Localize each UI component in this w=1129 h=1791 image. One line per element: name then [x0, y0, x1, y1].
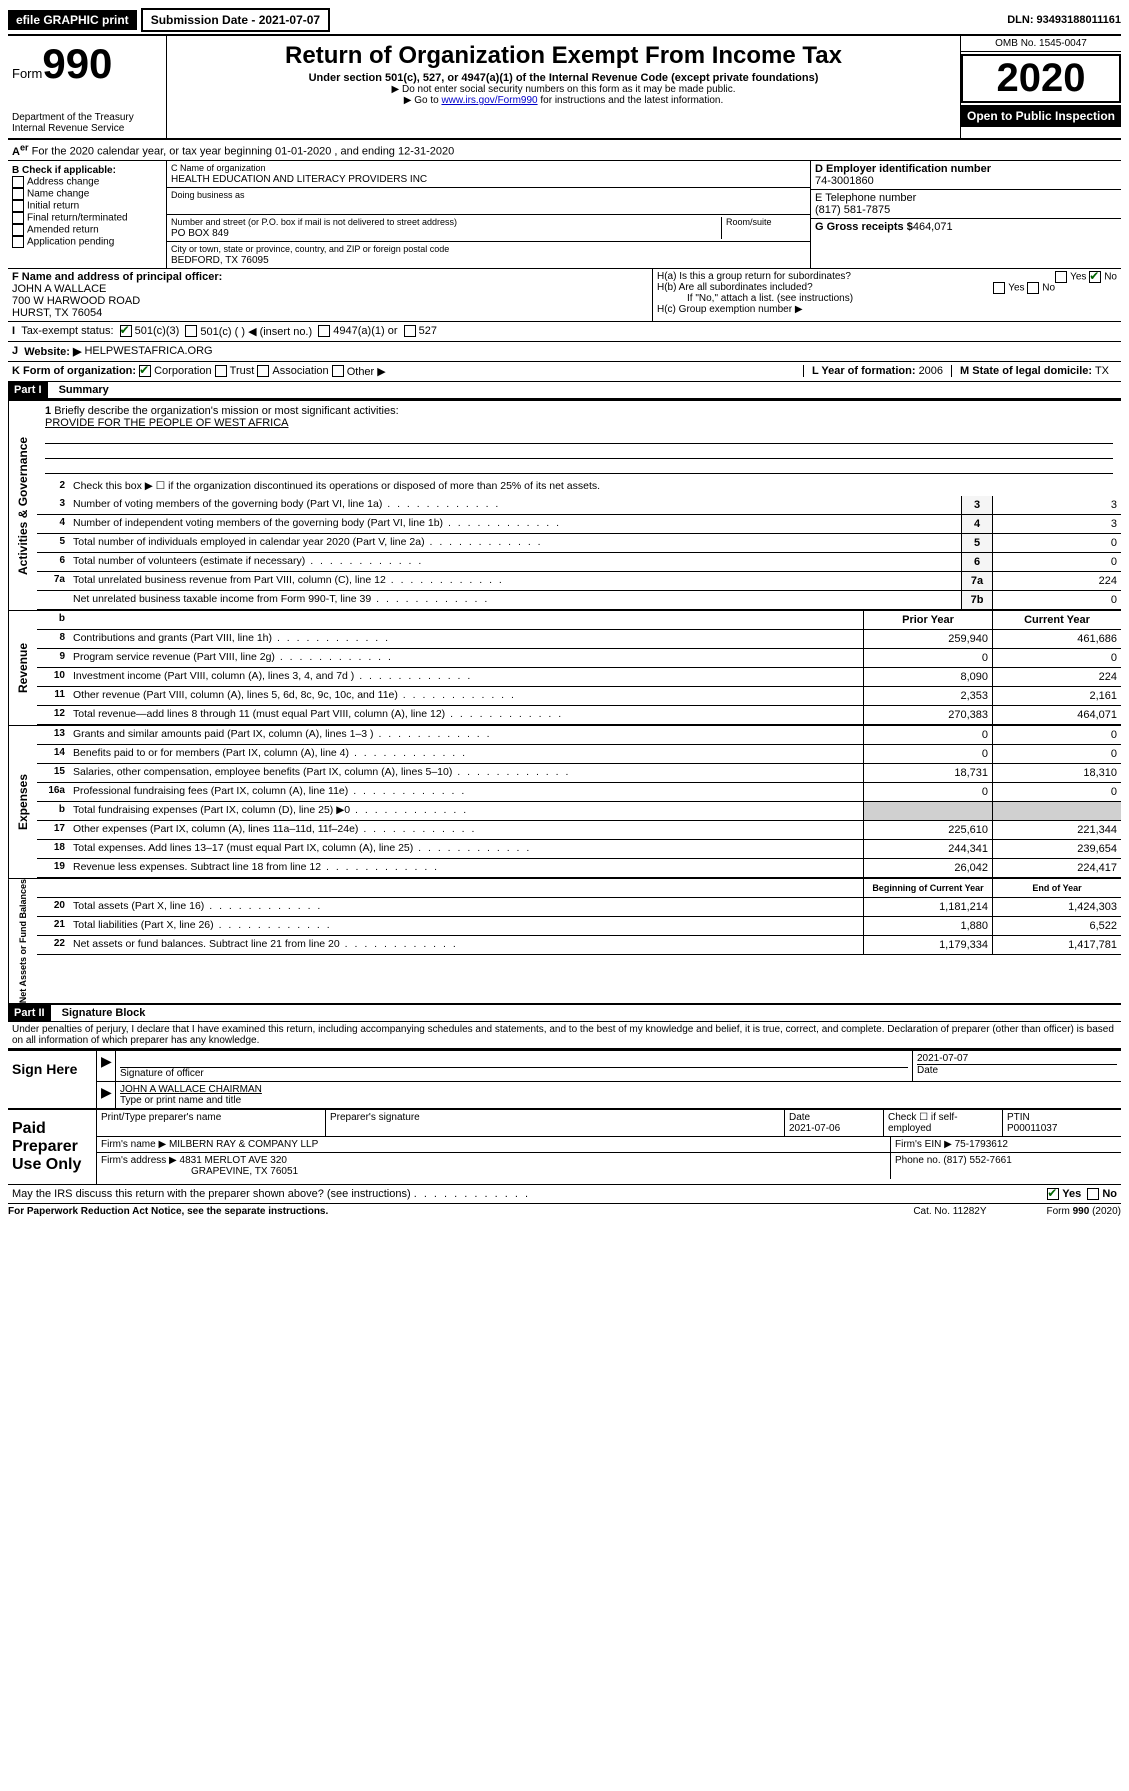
revenue-section: Revenue b Prior Year Current Year 8 Cont… [8, 610, 1121, 725]
footer: For Paperwork Reduction Act Notice, see … [8, 1203, 1121, 1217]
box-c: C Name of organization HEALTH EDUCATION … [167, 161, 810, 268]
fh-block: F Name and address of principal officer:… [8, 269, 1121, 322]
box-deg: D Employer identification number 74-3001… [810, 161, 1121, 268]
open-to-public: Open to Public Inspection [961, 105, 1121, 127]
form-number: Form990 [12, 40, 162, 88]
line-10: 10 Investment income (Part VIII, column … [37, 668, 1121, 687]
line-b: b Total fundraising expenses (Part IX, c… [37, 802, 1121, 821]
telephone: (817) 581-7875 [815, 204, 890, 216]
line-3: 3 Number of voting members of the govern… [37, 496, 1121, 515]
line-19: 19 Revenue less expenses. Subtract line … [37, 859, 1121, 878]
part2-header: Part II Signature Block [8, 1003, 1121, 1022]
irs-label: Internal Revenue Service [12, 123, 162, 134]
line-11: 11 Other revenue (Part VIII, column (A),… [37, 687, 1121, 706]
org-city: BEDFORD, TX 76095 [171, 255, 269, 266]
jurat: Under penalties of perjury, I declare th… [8, 1022, 1121, 1049]
line-18: 18 Total expenses. Add lines 13–17 (must… [37, 840, 1121, 859]
note-link: ▶ Go to www.irs.gov/Form990 for instruct… [175, 95, 952, 106]
omb-number: OMB No. 1545-0047 [961, 36, 1121, 52]
line-17: 17 Other expenses (Part IX, column (A), … [37, 821, 1121, 840]
line-16a: 16a Professional fundraising fees (Part … [37, 783, 1121, 802]
line-20: 20 Total assets (Part X, line 16) 1,181,… [37, 898, 1121, 917]
ein: 74-3001860 [815, 175, 874, 187]
box-f: F Name and address of principal officer:… [8, 269, 653, 321]
form-header: Form990 Department of the Treasury Inter… [8, 36, 1121, 140]
sign-here-block: Sign Here ▶ Signature of officer 2021-07… [8, 1049, 1121, 1108]
org-address: PO BOX 849 [171, 228, 229, 239]
line-15: 15 Salaries, other compensation, employe… [37, 764, 1121, 783]
line-5: 5 Total number of individuals employed i… [37, 534, 1121, 553]
governance-section: Activities & Governance 1 Briefly descri… [8, 399, 1121, 610]
section-a: Aer For the 2020 calendar year, or tax y… [8, 140, 1121, 161]
submission-date: Submission Date - 2021-07-07 [141, 8, 330, 32]
line-7b: Net unrelated business taxable income fr… [37, 591, 1121, 610]
header-block: B Check if applicable: Address change Na… [8, 161, 1121, 269]
tax-year: 2020 [961, 54, 1121, 103]
box-j: J Website: ▶ HELPWESTAFRICA.ORG [8, 342, 1121, 362]
topbar: efile GRAPHIC print Submission Date - 20… [8, 8, 1121, 36]
line-4: 4 Number of independent voting members o… [37, 515, 1121, 534]
box-b: B Check if applicable: Address change Na… [8, 161, 167, 268]
line-9: 9 Program service revenue (Part VIII, li… [37, 649, 1121, 668]
note-ssn: ▶ Do not enter social security numbers o… [175, 84, 952, 95]
line-14: 14 Benefits paid to or for members (Part… [37, 745, 1121, 764]
box-klm: K Form of organization: Corporation Trus… [8, 362, 1121, 382]
line-8: 8 Contributions and grants (Part VIII, l… [37, 630, 1121, 649]
paid-preparer-block: Paid Preparer Use Only Print/Type prepar… [8, 1108, 1121, 1184]
expenses-section: Expenses 13 Grants and similar amounts p… [8, 725, 1121, 878]
efile-button[interactable]: efile GRAPHIC print [8, 10, 137, 30]
irs-link[interactable]: www.irs.gov/Form990 [441, 95, 537, 106]
dln: DLN: 93493188011161 [1007, 14, 1121, 26]
line-13: 13 Grants and similar amounts paid (Part… [37, 726, 1121, 745]
part1-header: Part I Summary [8, 382, 1121, 399]
form-subtitle: Under section 501(c), 527, or 4947(a)(1)… [175, 72, 952, 84]
box-h: H(a) Is this a group return for subordin… [653, 269, 1121, 321]
line-6: 6 Total number of volunteers (estimate i… [37, 553, 1121, 572]
line-21: 21 Total liabilities (Part X, line 26) 1… [37, 917, 1121, 936]
line-7a: 7a Total unrelated business revenue from… [37, 572, 1121, 591]
netassets-section: Net Assets or Fund Balances Beginning of… [8, 878, 1121, 1003]
line-22: 22 Net assets or fund balances. Subtract… [37, 936, 1121, 955]
discuss-row: May the IRS discuss this return with the… [8, 1184, 1121, 1203]
mission-text: PROVIDE FOR THE PEOPLE OF WEST AFRICA [45, 417, 288, 429]
line-12: 12 Total revenue—add lines 8 through 11 … [37, 706, 1121, 725]
form-title: Return of Organization Exempt From Incom… [175, 42, 952, 70]
dept-label: Department of the Treasury [12, 112, 162, 123]
org-name: HEALTH EDUCATION AND LITERACY PROVIDERS … [171, 174, 427, 185]
website: HELPWESTAFRICA.ORG [84, 345, 212, 357]
gross-receipts: 464,071 [913, 221, 953, 233]
box-i: I Tax-exempt status: 501(c)(3) 501(c) ( … [8, 322, 1121, 342]
